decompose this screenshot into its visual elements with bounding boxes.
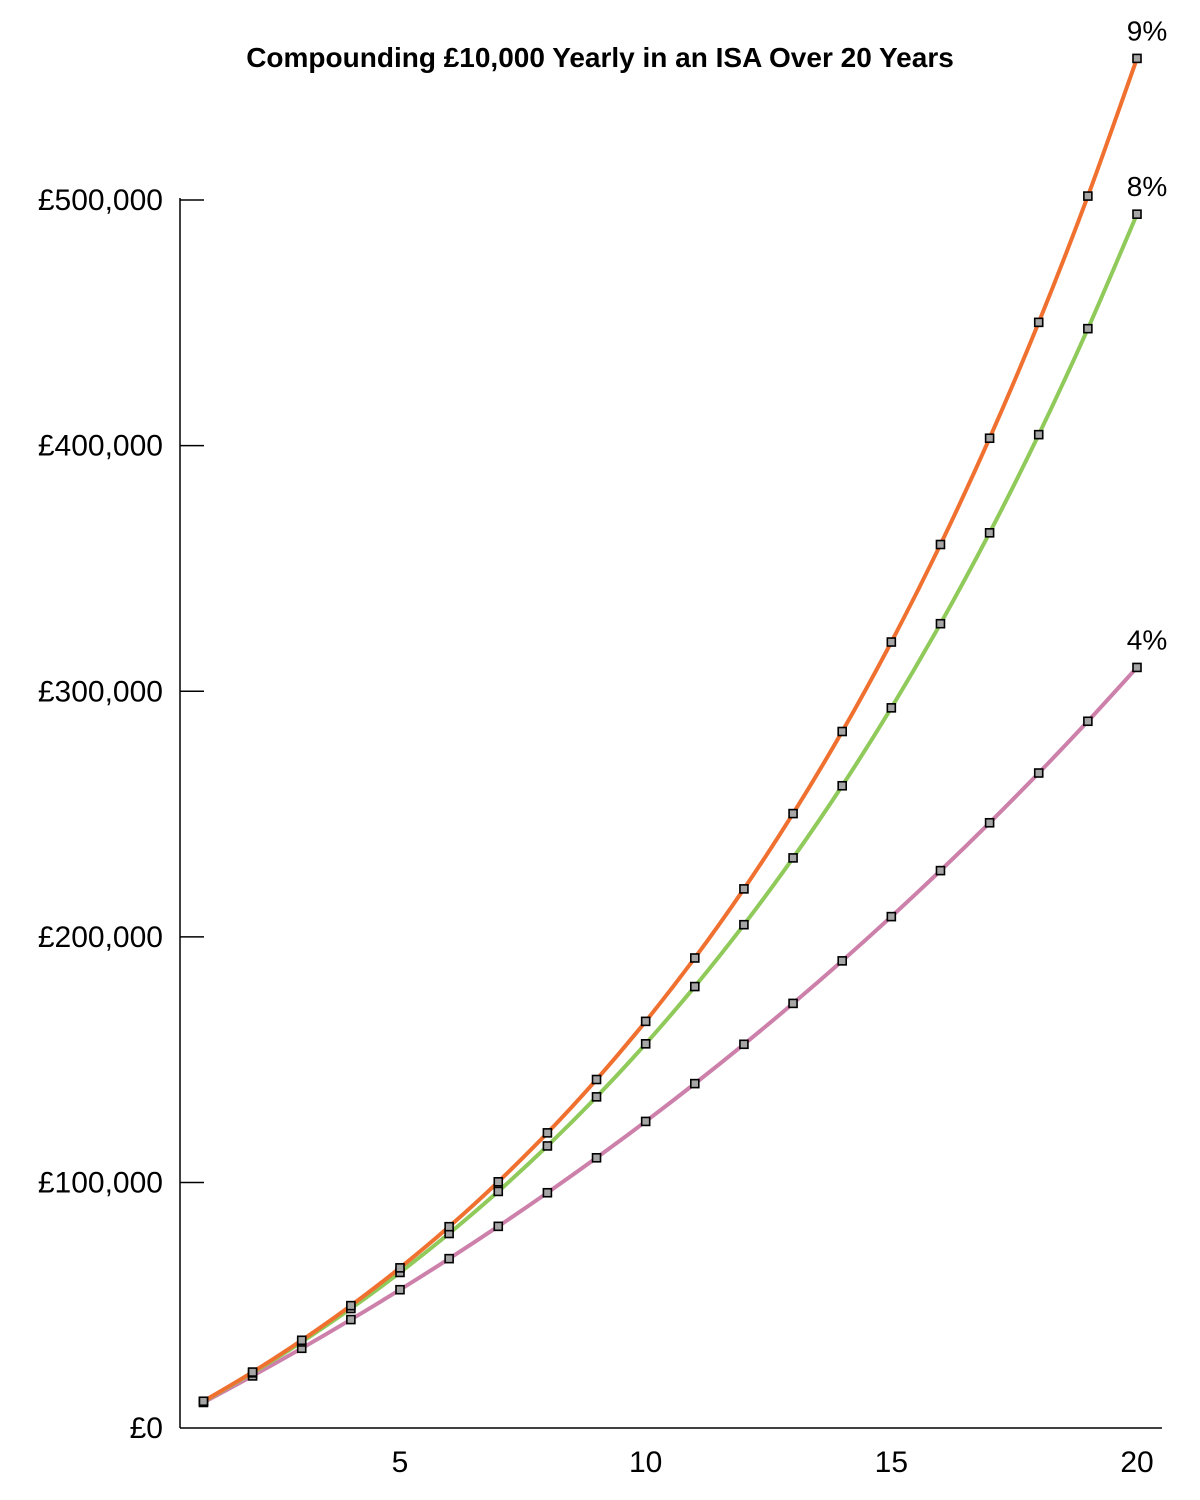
y-tick-label: £500,000 (38, 184, 163, 217)
data-point-4pct (984, 817, 995, 828)
series-line-4pct (201, 665, 1139, 1405)
y-tick-label: £0 (130, 1412, 163, 1445)
data-point-8pct (591, 1092, 602, 1102)
data-point-9pct (247, 1367, 258, 1377)
data-point-8pct (1033, 429, 1044, 440)
data-point-8pct (1083, 323, 1093, 334)
data-point-9pct (886, 637, 897, 647)
data-point-8pct (984, 528, 995, 538)
data-point-9pct (444, 1221, 454, 1232)
series-line-8pct (201, 212, 1139, 1404)
data-point-9pct (739, 884, 749, 894)
data-point-4pct (1083, 716, 1093, 727)
data-point-8pct (493, 1186, 504, 1197)
data-point-9pct (984, 433, 995, 444)
data-point-4pct (591, 1152, 602, 1163)
data-point-4pct (739, 1039, 749, 1050)
y-tick-label: £200,000 (38, 921, 163, 954)
x-tick-label: 15 (875, 1446, 908, 1479)
series-line-9pct (201, 56, 1139, 1404)
x-tick-label: 20 (1120, 1446, 1153, 1479)
data-point-4pct (444, 1253, 454, 1264)
data-point-8pct (739, 919, 749, 930)
data-point-8pct (542, 1141, 553, 1151)
data-point-9pct (198, 1396, 209, 1407)
data-point-9pct (837, 726, 848, 737)
data-point-9pct (346, 1300, 356, 1311)
x-tick-label: 10 (629, 1446, 662, 1479)
data-point-8pct (886, 703, 897, 713)
data-point-9pct (935, 539, 946, 550)
data-point-9pct (1033, 317, 1044, 328)
series-label-8pct: 8% (1127, 171, 1167, 202)
data-point-9pct (1083, 191, 1093, 201)
data-point-8pct (1132, 209, 1142, 219)
y-tick-label: £100,000 (38, 1167, 163, 1200)
axes: £0 £100,000 £200,000 £300,000 £400,000 £500,0… (38, 184, 1162, 1479)
data-point-9pct (493, 1177, 504, 1187)
data-point-8pct (788, 853, 798, 863)
data-point-4pct (346, 1314, 356, 1325)
data-point-4pct (689, 1078, 700, 1089)
data-point-4pct (1033, 768, 1044, 778)
data-point-8pct (935, 618, 946, 629)
x-tick-label: 5 (392, 1446, 409, 1479)
series-label-9pct: 9% (1127, 15, 1167, 46)
data-point-9pct (788, 808, 798, 819)
data-point-4pct (788, 998, 798, 1009)
data-point-9pct (591, 1074, 602, 1085)
data-point-8pct (640, 1039, 651, 1049)
data-point-9pct (395, 1263, 405, 1273)
data-point-9pct (542, 1128, 553, 1138)
data-point-4pct (542, 1187, 553, 1198)
series-label-4pct: 4% (1127, 624, 1167, 655)
y-tick-label: £300,000 (38, 675, 163, 708)
data-point-4pct (935, 865, 946, 876)
data-point-8pct (837, 780, 848, 791)
data-point-9pct (689, 953, 700, 963)
y-tick-label: £400,000 (38, 430, 163, 463)
data-point-4pct (493, 1221, 504, 1232)
series-group (198, 53, 1142, 1408)
data-point-9pct (640, 1016, 651, 1027)
data-point-4pct (395, 1284, 405, 1295)
data-point-9pct (296, 1335, 307, 1346)
data-point-4pct (640, 1116, 651, 1127)
chart-title: Compounding £10,000 Yearly in an ISA Ove… (246, 42, 954, 73)
data-point-8pct (689, 981, 700, 992)
data-point-4pct (1132, 662, 1142, 673)
series-labels: 9% 8% 4% (1127, 15, 1167, 655)
data-point-9pct (1132, 53, 1142, 64)
data-point-4pct (886, 911, 897, 922)
data-point-4pct (837, 956, 848, 966)
